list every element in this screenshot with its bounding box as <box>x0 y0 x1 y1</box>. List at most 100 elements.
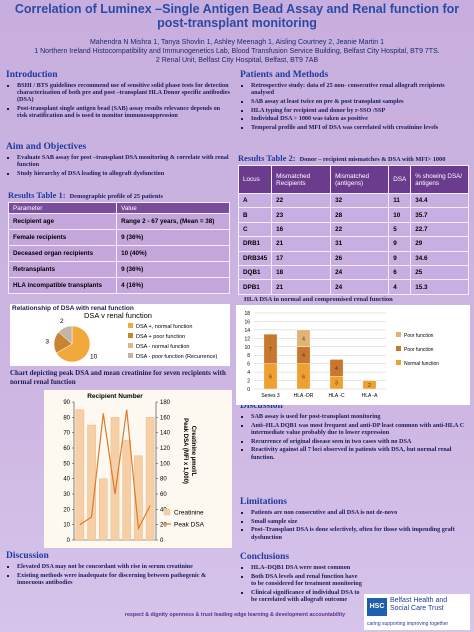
bullet: HLA–DQB1 DSA were most common <box>251 564 364 571</box>
section: Discussion Elevated DSA may not be concor… <box>6 551 232 588</box>
bullet: BSHI / BTS guidelines recommend use of s… <box>17 82 230 104</box>
y2-tick-label: 20 <box>160 523 167 529</box>
data-label: 4 <box>335 366 338 372</box>
table-cell: 9 <box>388 250 412 266</box>
table-cell: 9 <box>388 236 412 252</box>
table-cell: 11 <box>388 192 412 209</box>
y-tick-label: 10 <box>63 523 70 529</box>
table-row: DPB1 21 24 4 15.3 <box>237 279 469 295</box>
chart-label: Chart depicting peak DSA and mean creati… <box>10 369 226 386</box>
table-cell: 23 <box>271 207 332 223</box>
y-tick-label: 4 <box>247 370 250 376</box>
section: Aim and Objectives Evaluate SAB assay for… <box>6 142 230 179</box>
table-cell: C <box>237 221 273 238</box>
legend-swatch <box>396 332 401 337</box>
table-cell: 22 <box>330 221 390 238</box>
table-row: B 23 28 10 35.7 <box>237 207 469 223</box>
affiliation: 2 Renal Unit, Belfast City Hospital, Bel… <box>155 57 319 64</box>
section-heading: Aim and Objectives <box>6 142 87 152</box>
table-cell: 24 <box>330 279 390 295</box>
y2-axis-title: Peak DSA (MFI x 1,000) <box>182 418 188 484</box>
data-label: 4 <box>302 336 305 342</box>
header-row: Parameter Value <box>7 202 230 214</box>
legend-swatch <box>128 323 133 328</box>
chart: Relationship of DSA with renal functionD… <box>10 304 230 366</box>
bullet: Recurrence of original disease seen in t… <box>251 438 468 445</box>
y2-tick-label: 180 <box>160 400 171 406</box>
y-tick-label: 10 <box>244 345 250 351</box>
table-row: DQB1 18 24 6 25 <box>237 264 469 281</box>
pie-slice <box>56 325 91 363</box>
table-cell: 21 <box>271 279 332 295</box>
table-cell: 15.3 <box>410 279 469 295</box>
bullet: Elevated DSA may not be concordant with … <box>17 563 232 570</box>
bar <box>122 440 132 541</box>
y2-tick-label: 100 <box>160 461 171 467</box>
table-subtitle: Donor – recipient mismatches & DSA with … <box>299 156 446 163</box>
y2-tick-label: 120 <box>160 446 171 452</box>
y-tick-label: 90 <box>63 400 70 406</box>
table-cell: 22.7 <box>410 221 469 238</box>
bar-segment <box>329 359 344 377</box>
logo: HSC Belfast Health and Social Care Trust c… <box>364 594 470 630</box>
legend-swatch <box>128 343 133 348</box>
data-label: 6 <box>302 374 305 380</box>
data-label: 2 <box>368 383 371 389</box>
legend-swatch <box>163 508 171 516</box>
footer-values: respect & dignity openness & trust leadi… <box>124 612 346 618</box>
table-cell: 16 <box>271 221 332 238</box>
table-cell: 5 <box>388 221 412 238</box>
legend-label: DSA - normal function <box>136 344 190 350</box>
table-row: Retransplants 9 (36%) <box>7 261 230 278</box>
bullet: Existing methods were inadequate for dis… <box>17 572 232 586</box>
author-list: Mahendra N Mishra 1, Tanya Shovlin 1, As… <box>89 39 385 46</box>
data-label: 3 <box>335 381 338 387</box>
bullet: Anti–HLA DQB1 was most frequent and anti… <box>251 422 468 436</box>
bar <box>75 409 85 541</box>
bullet-list: BSHI / BTS guidelines recommend use of s… <box>6 82 230 120</box>
table-cell: 10 <box>388 207 412 223</box>
table-heading-text: Results Table 1: <box>8 190 66 200</box>
logo-mark: HSC <box>367 598 387 616</box>
logo-tagline: caring supporting improving together <box>367 621 449 627</box>
section-heading: Patients and Methods <box>240 70 329 80</box>
legend-label: DSA +, normal function <box>136 324 192 330</box>
data-table: Locus Mismatched Recipients Mismatched (an… <box>237 165 469 295</box>
y-tick-label: 12 <box>244 336 250 342</box>
y-tick-label: 70 <box>63 431 70 437</box>
y-tick-label: 14 <box>244 328 250 334</box>
y2-tick-label: 140 <box>160 431 171 437</box>
bar <box>145 417 155 541</box>
bar-segment <box>296 329 311 347</box>
table-row: A 22 32 11 34.4 <box>237 192 469 209</box>
chart: 0 2 4 6 8 10 12 14 16 18 6 6 3 2 7 4 4 4 Series 3 HLA -DR HL… <box>236 305 470 405</box>
bullet: Patients are non consecutive and all DSA… <box>251 509 468 516</box>
poster-title: Correlation of Luminex –Single Antigen B… <box>14 2 460 30</box>
bar <box>87 424 96 541</box>
chart: Recipient Number 0 10 20 30 40 50 60 70 80 90 0 20 40… <box>44 390 232 548</box>
bullet: Small sample size <box>251 518 468 525</box>
data-label: 4 <box>302 353 305 359</box>
affiliation: 1 Northern Ireland Histocompatibility an… <box>34 48 440 55</box>
header-row: Locus Mismatched Recipients Mismatched (an… <box>237 165 469 194</box>
table-row: HLA incompatible transplants 4 (16%) <box>7 277 230 294</box>
column-header: % showing DSA/ antigens <box>410 165 469 194</box>
table-row: DRB1 21 31 9 29 <box>237 236 469 252</box>
column-header: Mismatched Recipients <box>271 165 332 194</box>
table-cell: 35.7 <box>410 207 469 223</box>
bullet: Individual DSA > 1000 was taken as posit… <box>251 115 468 122</box>
bullet: Post–Transplant DSA is done selectively,… <box>251 526 468 540</box>
table-row: Female recipients 9 (36%) <box>7 229 230 246</box>
bar <box>110 417 120 541</box>
section-heading: Discussion <box>6 551 49 561</box>
table-cell: 29 <box>410 236 469 252</box>
bullet-list: Elevated DSA may not be concordant with … <box>6 563 232 586</box>
legend-label: Normal function <box>404 361 439 367</box>
table-cell: 34.4 <box>410 192 469 209</box>
x-tick-label: HLA -C <box>328 393 345 399</box>
bullet: SAB assay is used for post-transplant mo… <box>251 413 468 420</box>
legend-swatch <box>396 346 401 351</box>
section-heading: Discussion <box>240 401 283 411</box>
y-tick-label: 40 <box>63 477 70 483</box>
bar <box>98 478 108 541</box>
